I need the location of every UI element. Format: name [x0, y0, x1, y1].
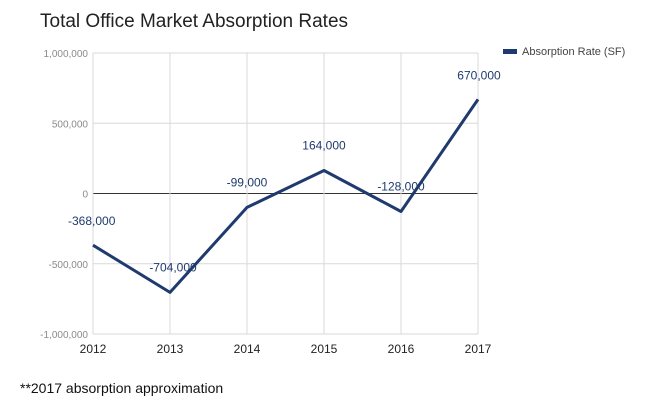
data-labels: -368,000 -704,000 -99,000 164,000 -128,000 67…	[68, 68, 501, 274]
x-tick-label: 2012	[80, 342, 107, 356]
x-tick-label: 2016	[388, 342, 415, 356]
data-label: -704,000	[149, 260, 197, 274]
y-tick-label: 500,000	[52, 119, 89, 130]
series-line-absorption-rate	[92, 98, 480, 294]
x-tick-label: 2013	[157, 342, 184, 356]
legend-label: Absorption Rate (SF)	[522, 46, 625, 58]
y-tick-label: 1,000,000	[44, 49, 89, 60]
data-label: 670,000	[457, 68, 501, 82]
x-tick-label: 2015	[311, 342, 338, 356]
data-label: -99,000	[227, 175, 268, 189]
legend: Absorption Rate (SF)	[503, 46, 625, 58]
x-tick-label: 2017	[465, 342, 492, 356]
x-tick-label: 2014	[234, 342, 261, 356]
footnote: **2017 absorption approximation	[20, 380, 224, 396]
data-label: -368,000	[68, 214, 116, 228]
y-tick-label: 0	[82, 190, 88, 201]
chart-title: Total Office Market Absorption Rates	[40, 11, 349, 32]
y-tick-label: -500,000	[49, 260, 89, 271]
grid-lines	[92, 52, 479, 335]
y-axis-ticks: 1,000,000 500,000 0 -500,000 -1,000,000	[40, 49, 88, 341]
data-label: 164,000	[302, 138, 346, 152]
data-label: -128,000	[377, 179, 425, 193]
legend-swatch	[503, 49, 517, 54]
x-axis-ticks: 2012 2013 2014 2015 2016 2017	[80, 342, 492, 356]
y-tick-label: -1,000,000	[40, 330, 88, 341]
